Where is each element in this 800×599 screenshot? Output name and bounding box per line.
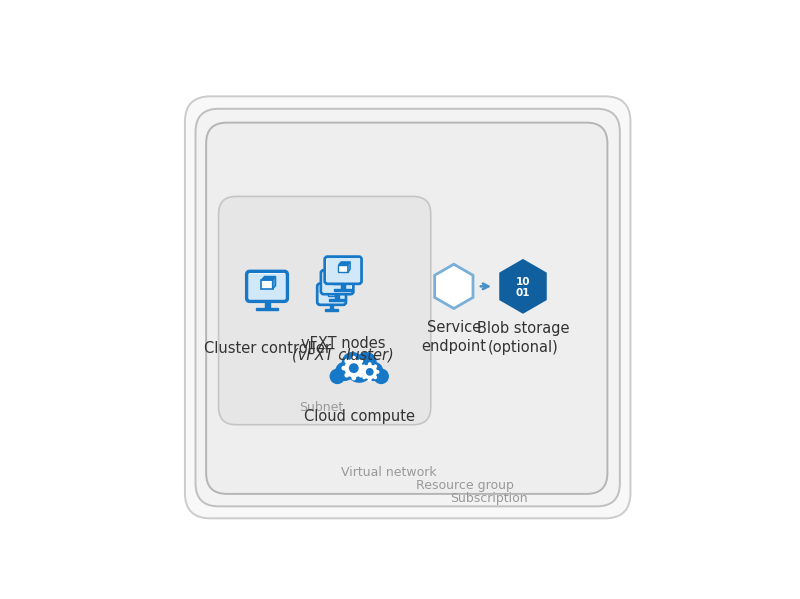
Circle shape	[335, 362, 354, 381]
FancyBboxPatch shape	[319, 286, 344, 303]
Circle shape	[366, 368, 374, 376]
FancyBboxPatch shape	[318, 283, 346, 305]
Circle shape	[362, 364, 366, 368]
Circle shape	[374, 376, 377, 379]
Circle shape	[362, 366, 366, 371]
Polygon shape	[328, 288, 337, 290]
Circle shape	[374, 364, 377, 368]
Polygon shape	[273, 277, 275, 289]
Circle shape	[344, 359, 363, 377]
Polygon shape	[262, 280, 273, 289]
Polygon shape	[341, 275, 343, 284]
Circle shape	[358, 373, 363, 377]
Polygon shape	[265, 301, 270, 307]
Polygon shape	[341, 284, 346, 289]
Text: Blob storage
(optional): Blob storage (optional)	[477, 321, 570, 355]
Circle shape	[351, 376, 356, 380]
Circle shape	[344, 373, 349, 377]
Circle shape	[362, 364, 377, 379]
FancyBboxPatch shape	[218, 196, 430, 425]
Text: Service
endpoint: Service endpoint	[422, 319, 486, 354]
Circle shape	[342, 352, 362, 373]
Polygon shape	[338, 265, 348, 273]
Circle shape	[368, 362, 371, 366]
Circle shape	[342, 366, 346, 371]
Text: (vFXT cluster): (vFXT cluster)	[292, 347, 394, 363]
Polygon shape	[338, 262, 350, 265]
FancyBboxPatch shape	[321, 270, 354, 294]
Circle shape	[368, 378, 371, 382]
Text: 10: 10	[516, 277, 530, 287]
Polygon shape	[330, 299, 345, 301]
Polygon shape	[330, 305, 334, 309]
Polygon shape	[333, 277, 341, 284]
FancyBboxPatch shape	[206, 123, 607, 494]
Circle shape	[358, 359, 363, 364]
Polygon shape	[335, 288, 337, 296]
Text: 01: 01	[516, 288, 530, 298]
FancyBboxPatch shape	[326, 259, 360, 282]
Polygon shape	[262, 277, 275, 280]
Text: Subscription: Subscription	[450, 492, 528, 504]
Circle shape	[349, 363, 358, 373]
Circle shape	[374, 368, 389, 384]
Circle shape	[376, 370, 379, 374]
Polygon shape	[348, 262, 350, 273]
Text: Subnet: Subnet	[299, 401, 343, 414]
Polygon shape	[325, 309, 338, 310]
Polygon shape	[256, 307, 278, 310]
FancyBboxPatch shape	[195, 109, 620, 506]
Circle shape	[356, 352, 377, 373]
Polygon shape	[335, 294, 339, 299]
Circle shape	[362, 376, 366, 379]
FancyBboxPatch shape	[246, 271, 287, 301]
Polygon shape	[328, 290, 335, 296]
FancyBboxPatch shape	[322, 272, 351, 292]
Text: vFXT nodes: vFXT nodes	[301, 335, 386, 350]
FancyBboxPatch shape	[325, 256, 362, 284]
Polygon shape	[501, 261, 546, 312]
FancyBboxPatch shape	[249, 274, 285, 299]
Text: Cloud compute: Cloud compute	[304, 409, 414, 423]
FancyBboxPatch shape	[185, 96, 630, 518]
Text: Virtual network: Virtual network	[342, 465, 437, 479]
Polygon shape	[434, 264, 473, 308]
Circle shape	[364, 362, 383, 381]
Circle shape	[351, 356, 356, 361]
Text: Cluster controller: Cluster controller	[203, 341, 330, 356]
Circle shape	[360, 370, 364, 374]
Circle shape	[330, 368, 345, 384]
Polygon shape	[334, 289, 352, 291]
Circle shape	[344, 359, 349, 364]
Polygon shape	[333, 275, 343, 277]
Circle shape	[346, 356, 373, 383]
Text: Resource group: Resource group	[416, 479, 514, 492]
